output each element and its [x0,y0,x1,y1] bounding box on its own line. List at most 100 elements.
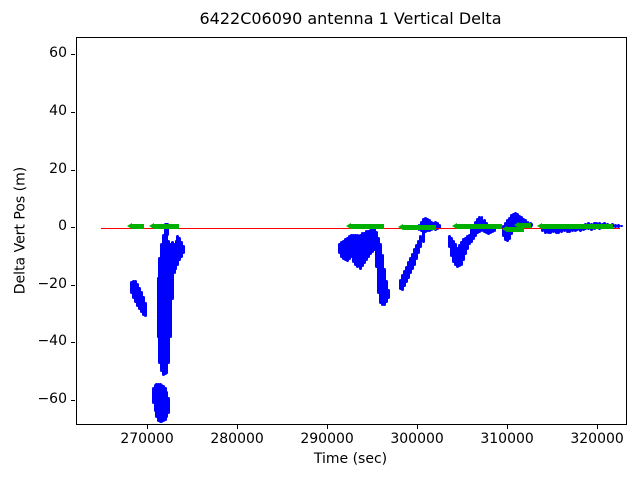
scatter-strip [373,227,377,252]
scatter-strip [472,223,476,240]
scatter-strip [385,279,389,303]
scatter-strip [520,216,524,228]
x-tick [237,425,239,429]
scatter-strip [398,278,402,291]
left-triangle-marker-icon [502,225,508,232]
x-tick [417,425,419,429]
y-tick [71,399,75,401]
scatter-strip [450,236,454,257]
scatter-strip [158,359,168,364]
y-tick [71,227,75,229]
scatter-strip [409,256,413,275]
scatter-strip [413,248,417,266]
scatter-strip [402,269,406,288]
scatter-strip [436,222,440,230]
scatter-strip [461,238,465,262]
scatter-strip [165,231,169,374]
scatter-strip [614,223,618,229]
scatter-strip [153,393,168,399]
scatter-strip [452,239,456,263]
y-tick-label: 0 [58,218,67,235]
x-tick-label: 270000 [120,431,174,447]
scatter-strip [490,227,494,233]
scatter-strip [383,268,387,306]
plot-canvas [77,38,626,424]
truth-marker-segment [452,223,503,230]
scatter-strip [144,301,148,318]
scatter-strip [339,241,343,259]
left-triangle-marker-icon [149,223,155,230]
y-tick [71,342,75,344]
scatter-strip [140,291,144,314]
scatter-strip [158,382,162,424]
scatter-strip [166,396,170,414]
y-tick-label: −60 [37,390,67,407]
scatter-strip [366,229,370,259]
scatter-strip [360,232,364,267]
truth-marker-segment [537,223,614,230]
scatter-strip [400,274,404,291]
y-tick-label: 40 [49,102,67,119]
scatter-strip [379,242,383,305]
left-triangle-marker-icon [346,223,352,230]
scatter-strip [358,233,362,271]
scatter-strip [546,225,550,235]
scatter-strip [370,228,374,253]
y-tick-label: −20 [37,275,67,292]
scatter-strip [480,216,484,232]
truth-marker-segment [514,222,532,229]
left-triangle-marker-icon [452,223,458,230]
left-triangle-marker-icon [127,223,133,230]
scatter-strip [364,230,368,262]
scatter-strip [509,214,513,236]
y-tick-label: 20 [49,160,67,177]
scatter-strip [346,236,350,263]
scatter-strip [463,236,467,256]
chart-title: 6422C06090 antenna 1 Vertical Delta [199,9,502,28]
scatter-strip [155,383,159,419]
scatter-strip [157,382,161,423]
left-triangle-marker-icon [537,223,543,230]
y-tick [71,111,75,113]
y-tick [71,284,75,286]
scatter-strip [387,288,391,299]
y-tick-label: −40 [37,333,67,350]
scatter-strip [411,252,415,270]
scatter-strip [514,212,518,229]
truth-marker-segment [502,225,525,232]
scatter-strip [557,225,561,234]
scatter-strip [467,233,471,246]
scatter-strip [407,261,411,279]
scatter-strip [415,243,419,260]
scatter-strip [174,239,178,270]
left-triangle-marker-icon [398,223,404,230]
scatter-strip [417,239,421,255]
scatter-strip [352,233,356,263]
scatter-strip [154,405,167,410]
scatter-strip [163,386,167,422]
scatter-strip [161,385,165,423]
x-axis-label: Time (sec) [313,451,388,467]
scatter-strip [377,236,381,295]
truth-marker-segment [346,223,385,230]
scatter-strip [530,222,534,228]
scatter-strip [486,224,490,236]
scatter-strip [167,239,171,364]
scatter-strip [153,383,157,413]
scatter-strip [419,235,423,249]
left-triangle-marker-icon [514,222,520,229]
scatter-strip [344,238,348,262]
scatter-strip [350,234,354,259]
scatter-strip [134,279,138,303]
scatter-strip [348,235,352,260]
scatter-strip [518,214,522,229]
x-tick-label: 310000 [480,431,534,447]
scatter-strip [458,243,461,267]
scatter-strip [169,242,173,338]
scatter-strip [165,390,169,419]
scatter-strip [438,224,442,230]
scatter-strip [179,241,183,259]
scatter-strip [158,256,162,364]
scatter-strip [456,246,459,268]
scatter-strip [158,323,169,328]
